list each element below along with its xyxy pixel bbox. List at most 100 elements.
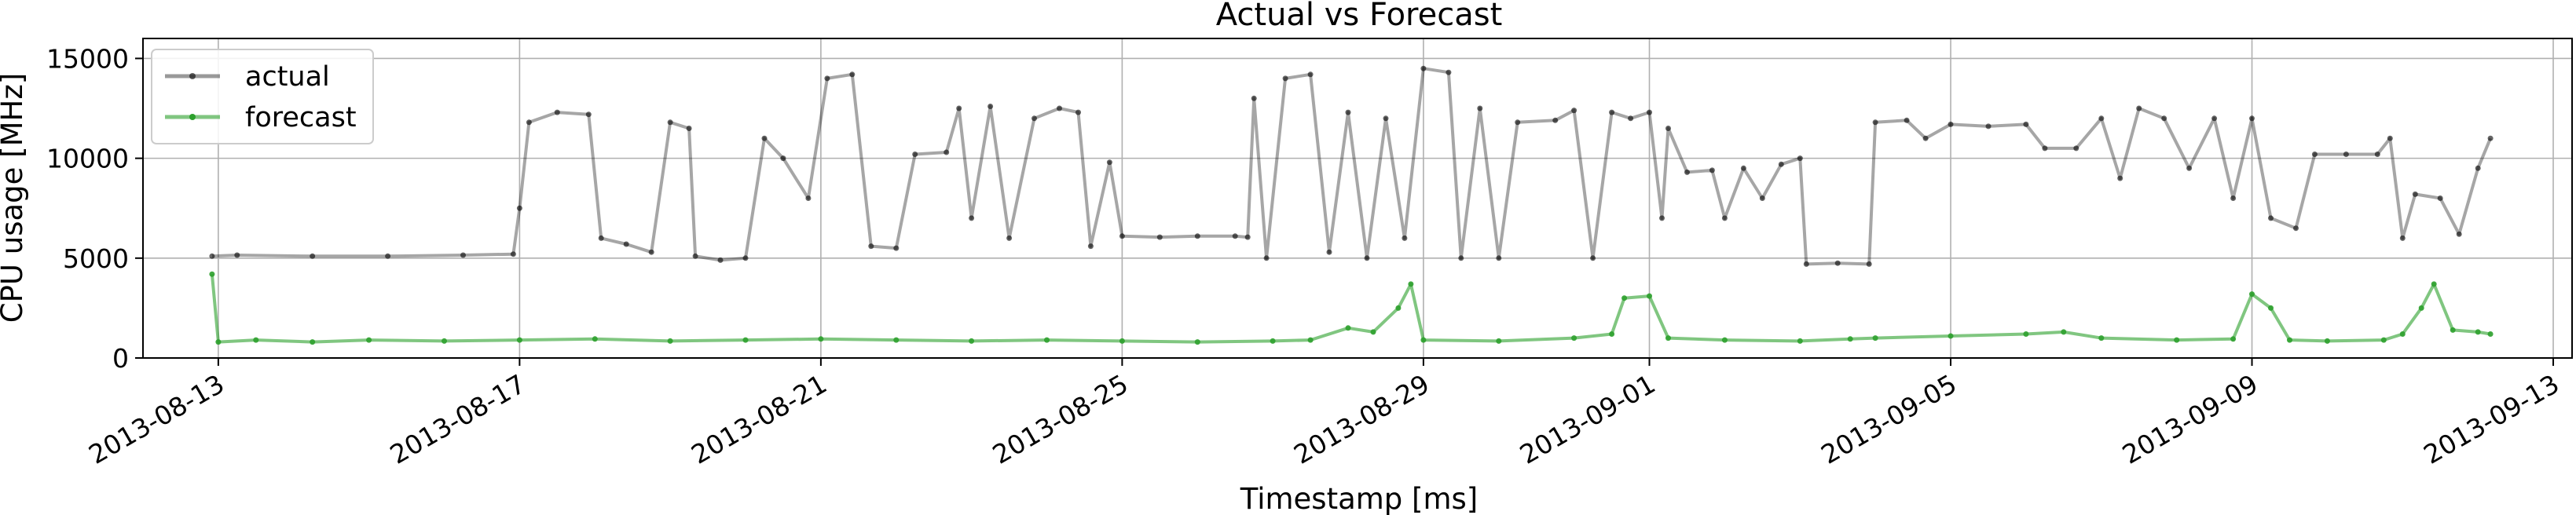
data-point-actual (554, 109, 560, 115)
data-point-forecast (1872, 335, 1878, 342)
data-point-actual (1797, 155, 1803, 162)
data-point-forecast (1345, 325, 1351, 331)
data-point-forecast (209, 271, 215, 277)
data-point-actual (1477, 105, 1483, 111)
data-point-forecast (2431, 281, 2437, 287)
legend-actual-marker (189, 73, 196, 79)
data-point-actual (849, 71, 856, 78)
data-point-actual (1665, 126, 1671, 131)
data-point-actual (2136, 105, 2142, 111)
x-tick-label: 2013-08-13 (83, 368, 229, 470)
data-point-actual (2311, 152, 2318, 157)
data-point-forecast (2230, 336, 2237, 342)
data-point-actual (692, 253, 698, 259)
data-point-forecast (310, 339, 316, 345)
data-point-actual (2387, 135, 2393, 141)
data-point-actual (2211, 115, 2218, 122)
data-point-forecast (2450, 327, 2456, 333)
data-point-actual (686, 126, 692, 131)
data-point-actual (598, 235, 604, 241)
data-point-actual (2456, 231, 2462, 237)
data-point-actual (2249, 115, 2255, 122)
data-point-forecast (1665, 335, 1671, 342)
data-point-actual (988, 104, 994, 109)
data-point-actual (1057, 105, 1062, 111)
data-point-actual (1156, 234, 1163, 240)
data-point-forecast (1948, 333, 1954, 339)
data-point-actual (2073, 145, 2079, 152)
data-point-actual (209, 253, 215, 259)
data-point-forecast (2399, 331, 2406, 337)
data-point-actual (1232, 233, 1238, 239)
x-tick-label: 2013-09-01 (1515, 368, 1661, 470)
data-point-actual (742, 255, 749, 261)
data-point-actual (2374, 152, 2380, 157)
data-point-forecast (2380, 337, 2387, 343)
data-point-actual (1659, 215, 1665, 221)
data-point-forecast (2324, 338, 2330, 344)
data-point-actual (585, 111, 592, 118)
data-point-actual (1904, 117, 1910, 123)
data-point-actual (1326, 249, 1332, 255)
data-point-actual (1307, 71, 1314, 78)
data-point-actual (526, 119, 532, 126)
data-point-actual (2475, 165, 2481, 171)
data-point-actual (1515, 119, 1521, 126)
data-point-actual (1721, 215, 1728, 221)
data-point-actual (1075, 109, 1081, 115)
data-point-actual (1922, 135, 1929, 141)
data-point-forecast (1797, 338, 1803, 344)
data-point-forecast (1496, 338, 1502, 344)
data-point-forecast (1408, 281, 1414, 287)
data-point-forecast (2023, 331, 2029, 337)
data-point-actual (1759, 195, 1765, 201)
data-point-actual (1119, 233, 1125, 239)
x-axis-title: Timestamp [ms] (1240, 482, 1479, 515)
data-point-actual (2098, 115, 2105, 122)
x-tick-label: 2013-08-17 (385, 368, 531, 470)
data-point-actual (1031, 115, 1037, 122)
data-point-actual (1244, 234, 1251, 240)
data-point-actual (1609, 109, 1615, 115)
data-point-forecast (516, 337, 522, 343)
data-point-actual (944, 149, 950, 155)
data-point-forecast (2287, 337, 2292, 343)
grid (143, 38, 2572, 359)
data-point-actual (1420, 65, 1427, 71)
data-point-actual (2186, 165, 2193, 171)
data-point-forecast (1420, 337, 1427, 343)
data-point-forecast (253, 337, 259, 343)
data-point-actual (1251, 95, 1257, 101)
data-point-actual (1402, 235, 1408, 241)
data-point-actual (1590, 255, 1596, 261)
legend: actual forecast (151, 49, 374, 144)
legend-forecast-label: forecast (245, 102, 357, 133)
data-point-forecast (1307, 337, 1314, 343)
data-point-actual (1740, 165, 1746, 171)
data-point-forecast (2098, 335, 2105, 342)
data-point-actual (2042, 145, 2048, 152)
data-point-forecast (818, 336, 824, 342)
data-point-actual (1552, 117, 1559, 123)
data-point-forecast (2174, 337, 2180, 343)
series-forecast (209, 271, 2494, 345)
data-point-actual (868, 243, 874, 250)
data-point-actual (667, 119, 673, 126)
data-point-actual (1263, 255, 1270, 261)
data-point-forecast (592, 336, 598, 342)
y-tick-label: 15000 (46, 43, 129, 74)
data-point-actual (717, 257, 724, 263)
data-point-actual (1985, 123, 1992, 130)
data-point-actual (2293, 225, 2299, 232)
data-point-actual (1446, 69, 1452, 75)
data-point-actual (2399, 235, 2406, 241)
y-tick-label: 10000 (46, 144, 129, 174)
data-point-actual (1458, 255, 1464, 261)
data-point-forecast (1847, 336, 1853, 342)
data-point-actual (2437, 195, 2443, 201)
data-point-actual (969, 215, 975, 221)
data-point-actual (1282, 75, 1288, 82)
data-point-actual (623, 241, 629, 247)
legend-actual-label: actual (245, 61, 330, 93)
